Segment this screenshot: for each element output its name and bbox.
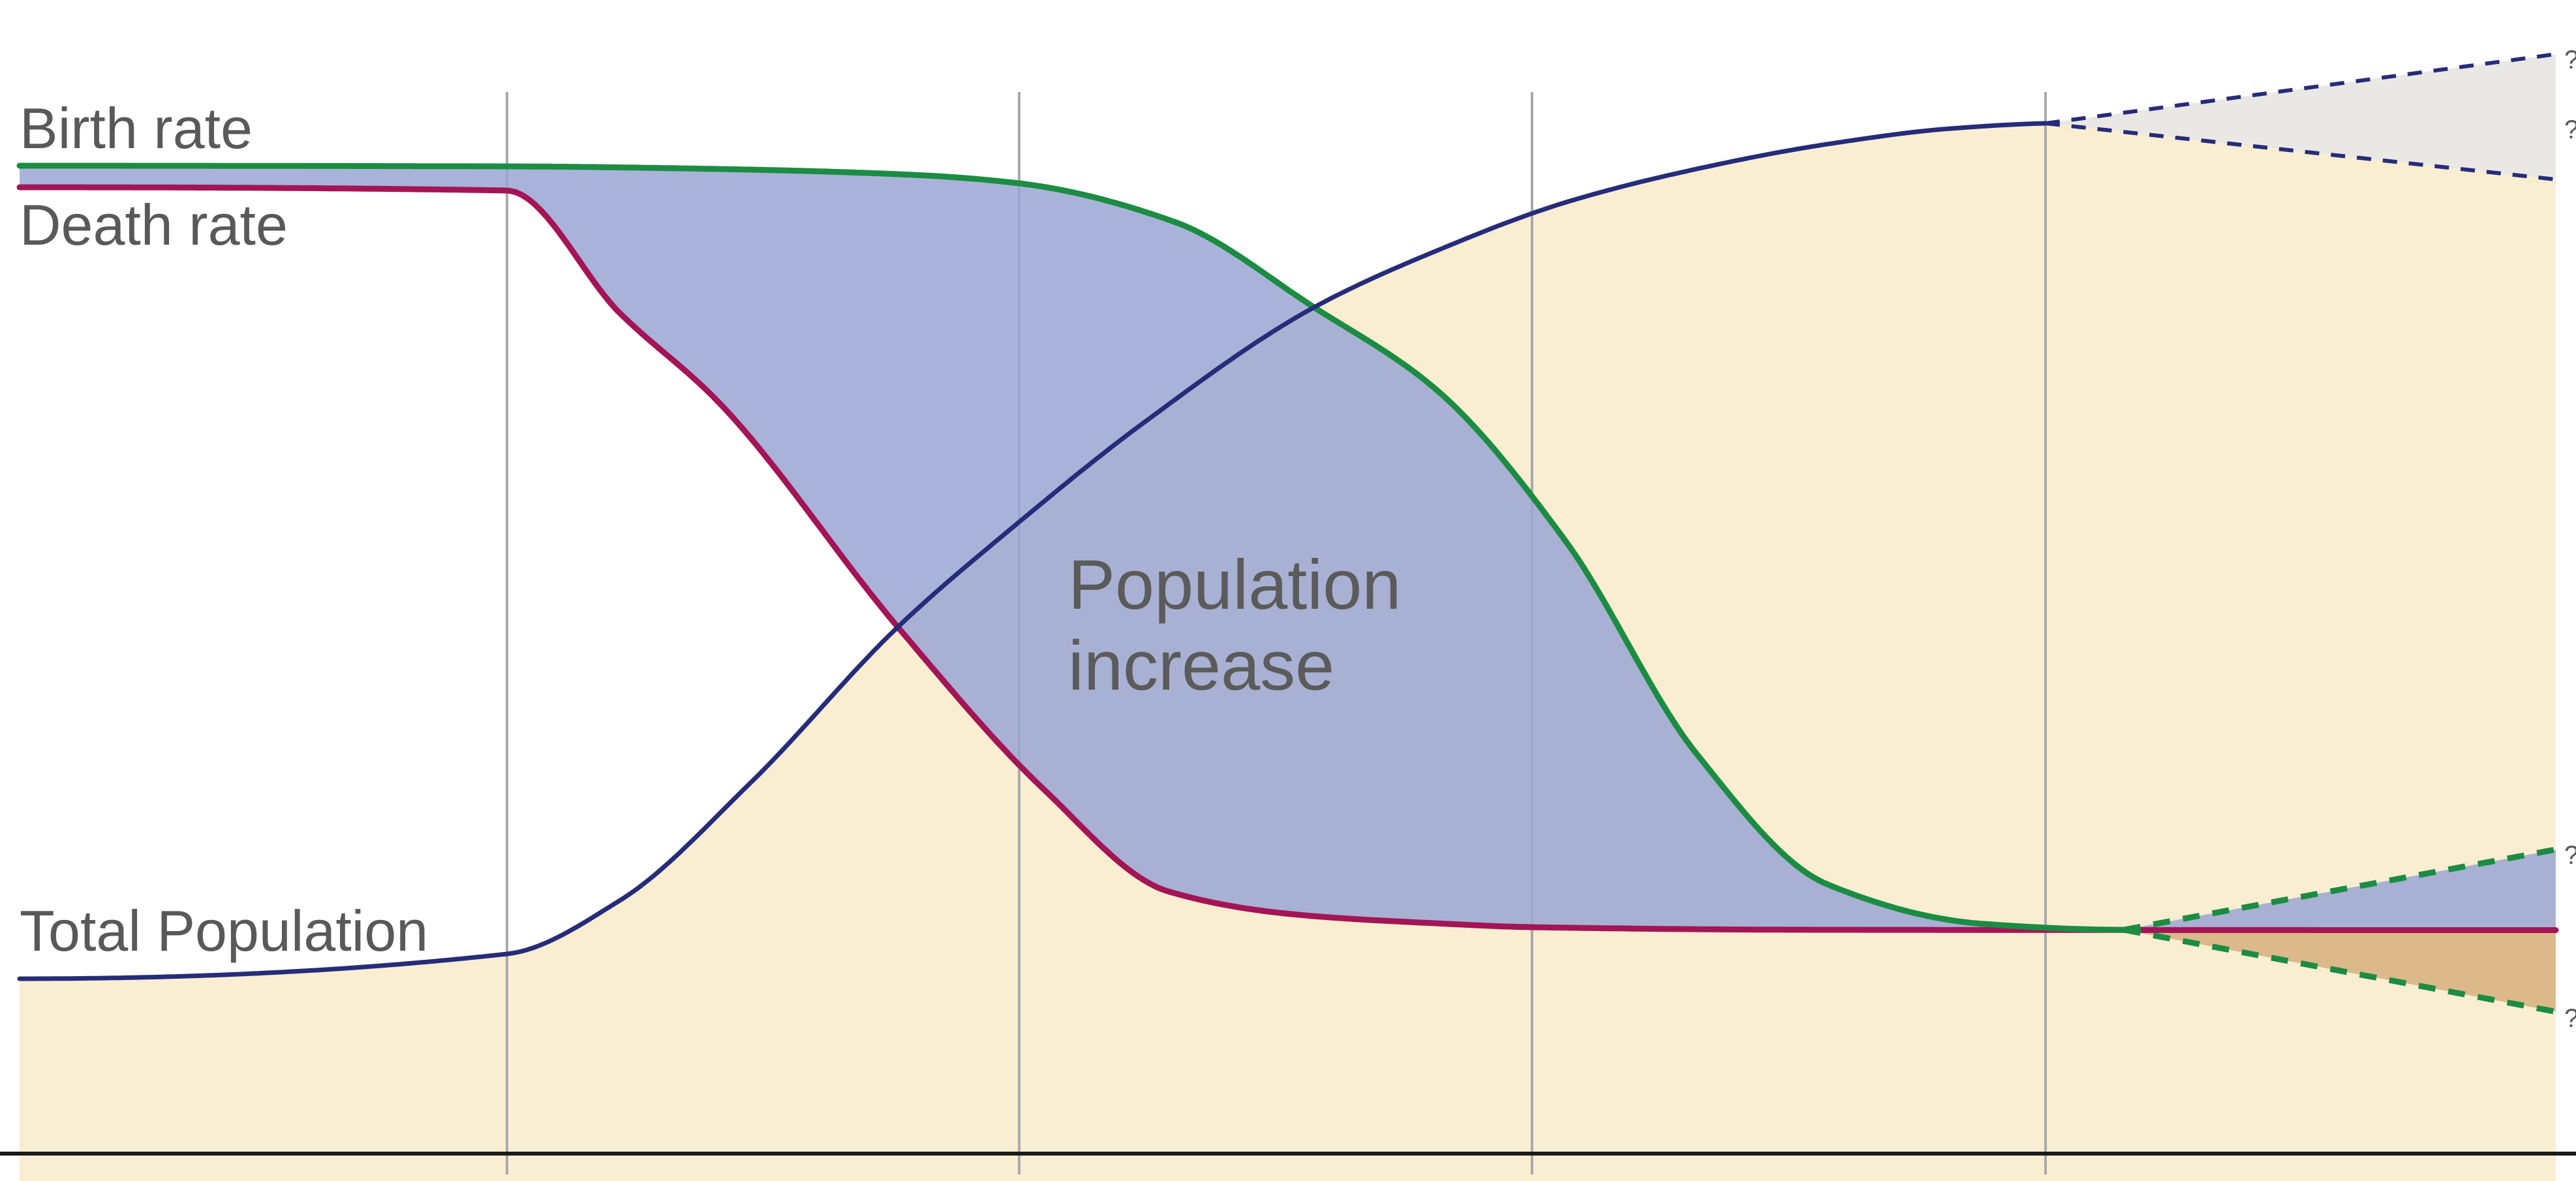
svg-text:?: ?: [2564, 1004, 2576, 1033]
svg-text:increase: increase: [1068, 626, 1334, 705]
svg-text:?: ?: [2564, 115, 2576, 144]
svg-text:Death rate: Death rate: [20, 192, 288, 257]
svg-text:Population: Population: [1068, 545, 1401, 624]
svg-text:Birth rate: Birth rate: [20, 96, 253, 161]
svg-text:?: ?: [2564, 46, 2576, 74]
svg-text:?: ?: [2564, 841, 2576, 870]
svg-text:Total Population: Total Population: [20, 898, 428, 963]
